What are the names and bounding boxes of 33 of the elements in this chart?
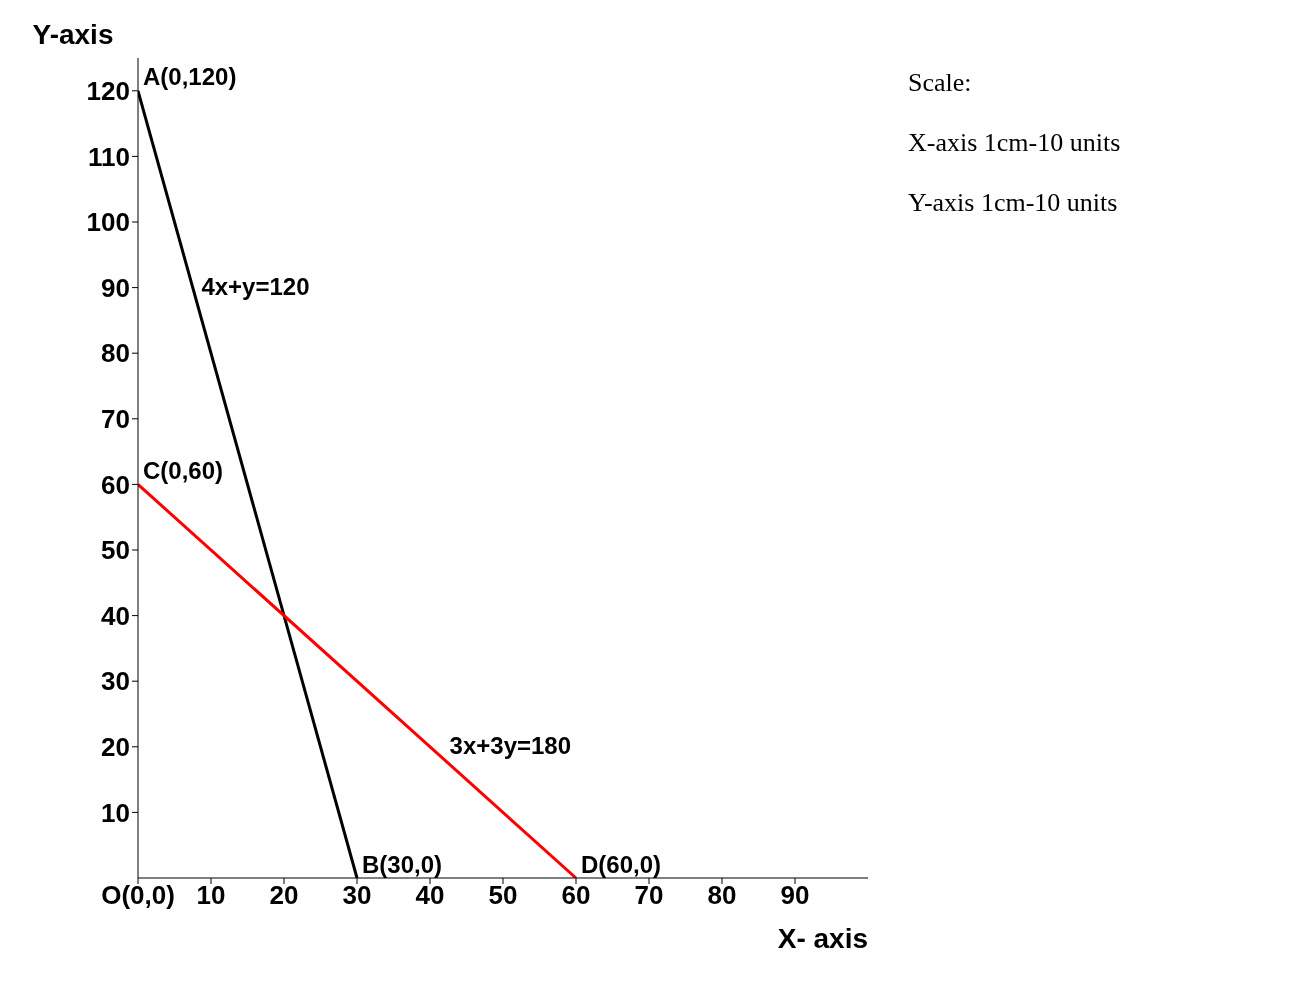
x-tick-label: O(0,0): [101, 880, 175, 911]
x-tick-label: 70: [634, 880, 664, 911]
text: Y-axis 1cm-10 units: [908, 188, 1119, 218]
y-tick-label: 120: [86, 76, 130, 107]
annotation: 4x+y=120: [201, 273, 310, 301]
annotation: B(30,0): [362, 850, 443, 878]
text: X-axis 1cm-10 units: [908, 128, 1121, 158]
y-tick-label: 30: [101, 666, 130, 697]
annotation: A(0,120): [143, 63, 237, 91]
x-tick-label: 20: [269, 880, 299, 911]
y-tick-label: 80: [101, 338, 130, 369]
annotation: C(0,60): [143, 456, 224, 484]
x-tick-label: 10: [196, 880, 226, 911]
annotation: D(60,0): [581, 850, 662, 878]
x-axis-title: X- axis: [777, 923, 868, 954]
y-tick-label: 60: [101, 469, 130, 500]
x-tick-label: 30: [342, 880, 372, 911]
y-tick-label: 50: [101, 535, 130, 566]
y-tick-label: 40: [101, 600, 130, 631]
y-tick-label: 10: [101, 797, 130, 828]
x-tick-label: 50: [488, 880, 518, 911]
text: Scale:: [908, 68, 973, 98]
y-tick-label: 110: [88, 141, 130, 172]
y-tick-label: 90: [101, 272, 130, 303]
x-tick-label: 80: [707, 880, 737, 911]
x-tick-label: 90: [780, 880, 810, 911]
x-tick-label: 60: [561, 880, 591, 911]
x-tick-label: 40: [415, 880, 445, 911]
annotation: 3x+3y=180: [449, 732, 572, 760]
y-tick-label: 20: [101, 732, 130, 763]
y-axis-title: Y-axis: [32, 19, 114, 50]
y-tick-label: 100: [86, 207, 130, 238]
y-tick-label: 70: [101, 404, 130, 435]
